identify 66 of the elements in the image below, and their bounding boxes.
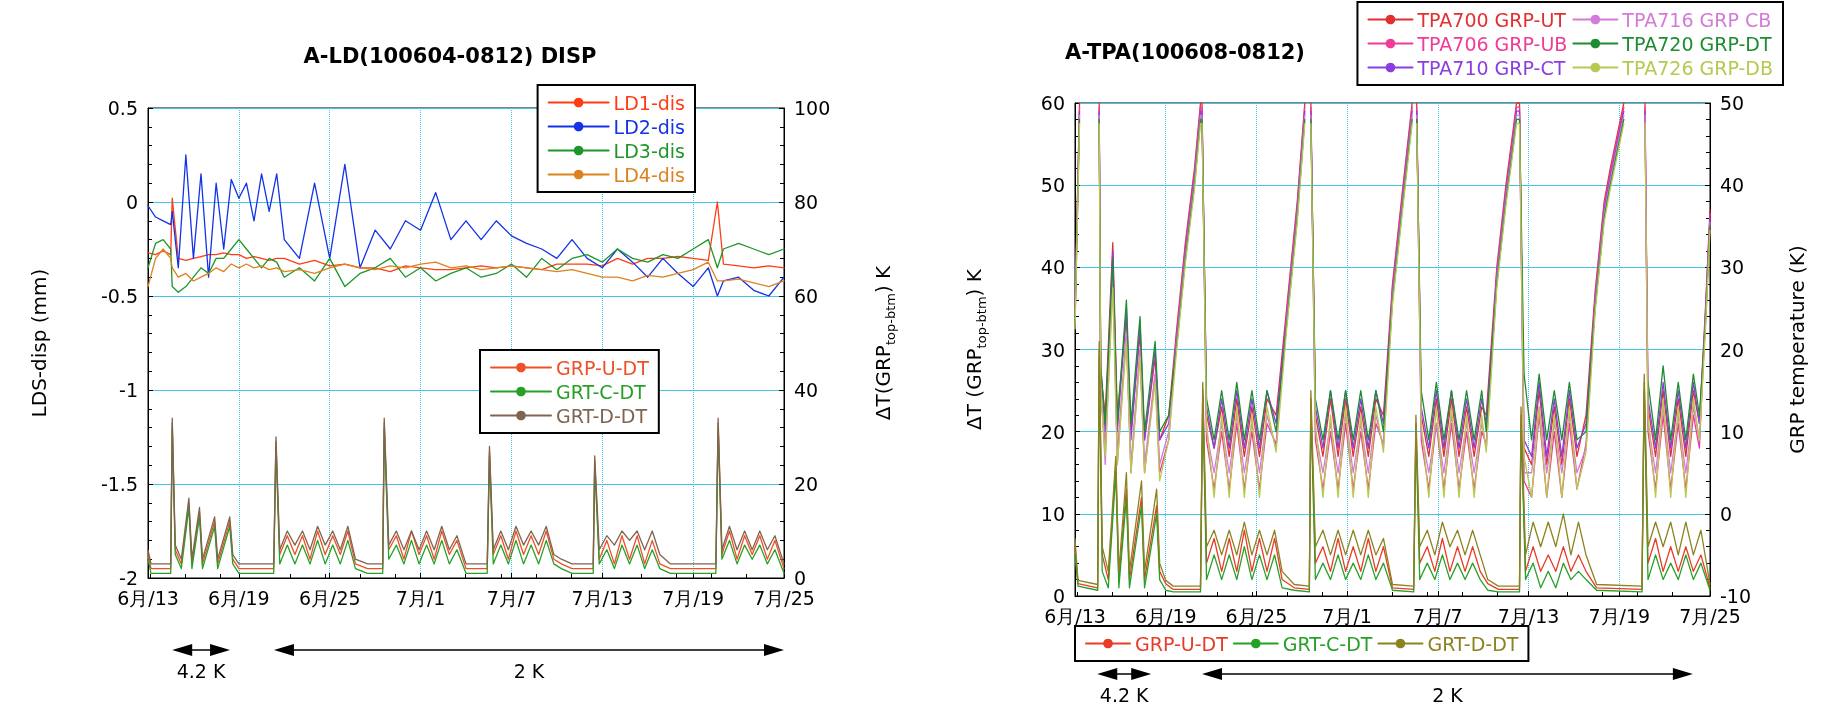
- x-tick-label: 6月/13: [117, 586, 179, 609]
- text: 2 K: [1432, 684, 1464, 706]
- x-tick-label: 6月/25: [1225, 604, 1288, 627]
- y2-tick-label: 20: [794, 473, 819, 495]
- y-tick-label: 0: [1052, 585, 1065, 607]
- text: 2 K: [513, 660, 545, 682]
- x-tick-label: 7月/13: [1497, 604, 1560, 627]
- y2-tick-label: 10: [1720, 420, 1745, 443]
- y2-tick-label: 50: [1720, 92, 1745, 114]
- y-tick-label: 20: [1040, 420, 1065, 443]
- x-tick-label: 7月/1: [1322, 604, 1372, 627]
- x-tick-label: 6月/25: [298, 586, 361, 609]
- legend-label: GRT-C-DT: [556, 380, 647, 403]
- x-tick-label: 7月/19: [662, 586, 724, 609]
- legend-label: GRP-U-DT: [556, 356, 650, 379]
- legend-label: LD3-dis: [613, 139, 686, 162]
- legend-label: GRP-U-DT: [1135, 632, 1229, 655]
- legend-label: TPA706 GRP-UB: [1416, 32, 1568, 55]
- y-tick-label: -2: [119, 567, 138, 589]
- y2-tick-label: 0: [794, 567, 807, 589]
- y2-tick-label: 80: [794, 191, 819, 213]
- x-tick-label: 7月/1: [395, 586, 446, 609]
- x-tick-label: 6月/19: [1134, 604, 1197, 627]
- x-tick-label: 7月/7: [486, 586, 537, 609]
- y-tick-label: -1: [119, 379, 138, 401]
- y2-tick-label: 60: [794, 285, 819, 307]
- y-tick-label: 50: [1040, 174, 1065, 197]
- text: 4.2 K: [176, 660, 226, 682]
- legend-label: TPA700 GRP-UT: [1416, 8, 1567, 31]
- x-tick-label: 7月/7: [1413, 604, 1463, 627]
- y-tick-label: -1.5: [100, 473, 138, 495]
- y-tick-label: 0.5: [107, 97, 138, 119]
- x-tick-label: 7月/25: [1679, 604, 1741, 627]
- y-tick-label: -0.5: [100, 285, 138, 307]
- legend-label: GRT-D-DT: [1427, 632, 1519, 655]
- y-tick-label: 0: [125, 191, 138, 213]
- chart-title: A-TPA(100608-0812): [1065, 39, 1305, 64]
- y2-tick-label: 40: [1720, 174, 1745, 197]
- legend-label: LD1-dis: [613, 91, 686, 114]
- y-tick-label: 60: [1040, 92, 1065, 114]
- y2-axis-title: GRP temperature (K): [1784, 245, 1809, 454]
- y2-tick-label: 20: [1720, 338, 1745, 361]
- y-tick-label: 30: [1040, 338, 1065, 361]
- y2-tick-label: 100: [794, 97, 831, 119]
- y2-tick-label: 40: [794, 379, 819, 401]
- y-axis-title: LDS-disp (mm): [26, 268, 51, 418]
- x-tick-label: 7月/19: [1588, 604, 1651, 627]
- x-tick-label: 7月/13: [571, 586, 634, 609]
- text: 4.2 K: [1099, 684, 1150, 706]
- y2-tick-label: -10: [1720, 585, 1752, 607]
- legend-label: TPA720 GRP-DT: [1621, 32, 1772, 55]
- legend-label: GRT-D-DT: [556, 404, 648, 427]
- chart-title: A-LD(100604-0812) DISP: [303, 43, 597, 68]
- y2-tick-label: 0: [1720, 502, 1733, 525]
- legend-label: TPA716 GRP CB: [1621, 8, 1772, 31]
- x-tick-label: 7月/25: [753, 586, 815, 609]
- legend-label: LD2-dis: [613, 115, 686, 138]
- x-tick-label: 6月/13: [1044, 604, 1106, 627]
- y2-tick-label: 30: [1720, 256, 1745, 279]
- legend-label: LD4-dis: [613, 163, 686, 186]
- x-tick-label: 6月/19: [208, 586, 270, 609]
- y-tick-label: 40: [1040, 256, 1065, 279]
- legend-label: TPA726 GRP-DB: [1621, 56, 1773, 79]
- legend-label: TPA710 GRP-CT: [1416, 56, 1566, 79]
- y-tick-label: 10: [1040, 502, 1065, 525]
- legend-label: GRT-C-DT: [1282, 632, 1373, 655]
